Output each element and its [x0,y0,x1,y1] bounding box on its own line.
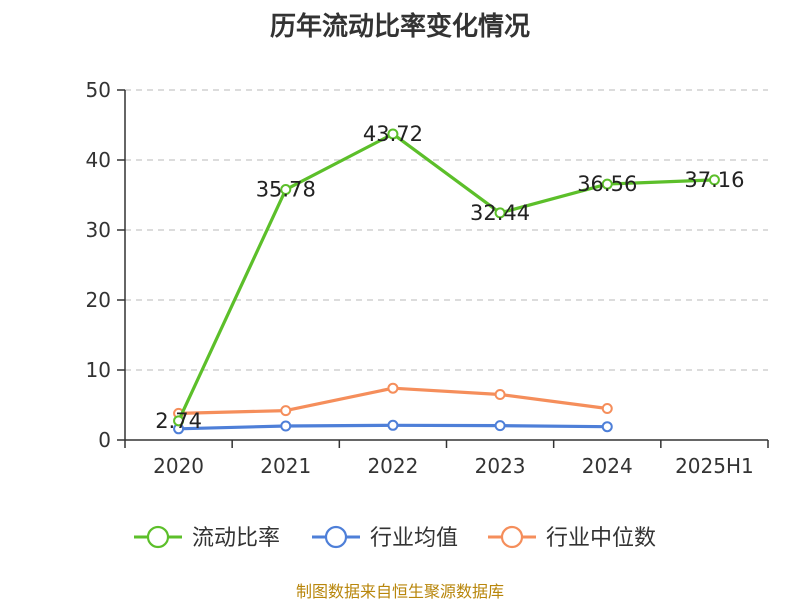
legend-marker [500,525,524,549]
data-label: 32.44 [470,201,530,225]
x-tick-label: 2021 [260,454,311,478]
data-label: 43.72 [363,122,423,146]
legend[interactable]: 流动比率 行业均值 行业中位数 [134,525,656,551]
data-labels: 2.74 35.78 43.72 32.44 36.56 37.16 [155,122,744,433]
legend-label: 行业中位数 [546,526,656,551]
legend-item[interactable]: 行业中位数 [488,525,656,551]
data-point [494,207,506,219]
legend-marker [324,525,348,549]
data-label: 37.16 [684,168,744,192]
x-tick-label: 2020 [153,454,204,478]
series-lines [173,128,720,435]
legend-label: 流动比率 [192,526,280,551]
data-label: 36.56 [577,172,637,196]
grid-lines [125,89,768,371]
axes: 0 10 20 30 40 50 2020 2021 2022 2023 2024 2025H1 [86,78,769,478]
data-point [280,420,292,432]
x-tick-label: 2023 [475,454,526,478]
legend-marker [146,525,170,549]
legend-item[interactable]: 流动比率 [134,525,280,551]
y-tick-label: 50 [86,78,111,102]
y-tick-label: 40 [86,148,111,172]
data-point [708,174,720,186]
source-note: 制图数据来自恒生聚源数据库 [295,582,504,601]
data-point [280,184,292,196]
x-tick-label: 2025H1 [675,454,754,478]
y-tick-label: 30 [86,218,111,242]
series-line [177,132,715,422]
data-point [601,178,613,190]
y-tick-label: 20 [86,288,111,312]
data-label: 35.78 [256,178,316,202]
data-point [387,382,399,394]
data-point [280,405,292,417]
data-point [387,128,399,140]
data-label: 2.74 [155,409,202,433]
legend-item[interactable]: 行业均值 [312,525,458,551]
data-point [494,389,506,400]
legend-label: 行业均值 [370,526,458,551]
y-tick-label: 10 [86,358,111,382]
data-point [494,420,506,432]
data-point [173,415,185,427]
x-tick-label: 2024 [582,454,633,478]
x-tick-label: 2022 [367,454,418,478]
chart-title: 历年流动比率变化情况 [269,12,530,42]
data-point [601,421,613,433]
data-point [387,419,399,431]
data-point [601,403,613,414]
y-tick-label: 0 [98,428,111,452]
